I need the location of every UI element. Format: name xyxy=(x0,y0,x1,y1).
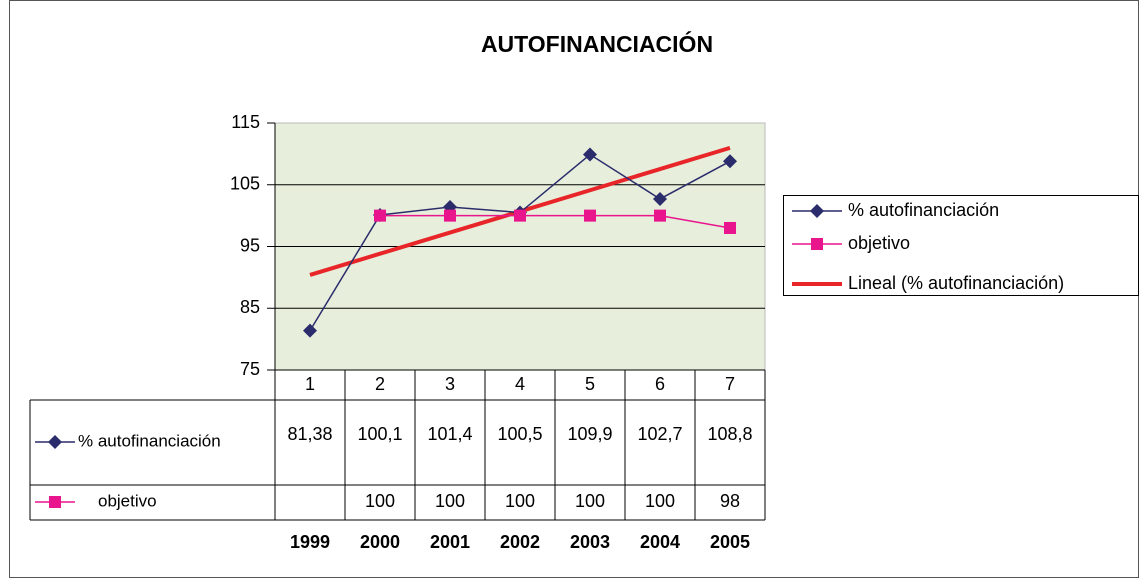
x-tick-label: 4 xyxy=(515,374,525,394)
table-value: 102,7 xyxy=(637,424,682,444)
y-tick-label: 115 xyxy=(231,112,260,132)
marker xyxy=(374,209,386,222)
series-line xyxy=(380,214,731,229)
table-value: 108,8 xyxy=(707,424,752,444)
table-value: 81,38 xyxy=(287,424,332,444)
legend-label: % autofinanciación xyxy=(848,200,999,220)
marker xyxy=(654,209,666,222)
x-tick-label: 7 xyxy=(725,374,735,394)
marker xyxy=(724,221,736,234)
table-value: 100 xyxy=(505,491,535,511)
marker xyxy=(514,209,526,222)
y-tick-label: 85 xyxy=(240,297,260,317)
marker xyxy=(444,209,456,222)
legend-box xyxy=(783,195,1139,296)
year-label: 2004 xyxy=(640,532,680,552)
x-tick-label: 5 xyxy=(585,374,595,394)
table-value: 100 xyxy=(645,491,675,511)
year-label: 2005 xyxy=(710,532,750,552)
table-value: 109,9 xyxy=(567,424,612,444)
x-tick-label: 6 xyxy=(655,374,665,394)
table-value: 100 xyxy=(365,491,395,511)
table-row-label: % autofinanciación xyxy=(78,431,221,450)
y-tick-label: 105 xyxy=(230,174,260,194)
table-value: 98 xyxy=(720,491,740,511)
year-label: 2002 xyxy=(500,532,540,552)
year-label: 2003 xyxy=(570,532,610,552)
table-value: 100 xyxy=(435,491,465,511)
marker xyxy=(303,323,317,338)
y-tick-label: 75 xyxy=(240,359,260,379)
y-tick-label: 95 xyxy=(240,235,260,255)
marker xyxy=(583,147,597,162)
table-value: 100 xyxy=(575,491,605,511)
legend-label: objetivo xyxy=(848,233,910,253)
marker xyxy=(810,204,824,218)
x-tick-label: 2 xyxy=(375,374,385,394)
marker xyxy=(584,209,596,222)
table-value: 100,1 xyxy=(357,424,402,444)
x-tick-label: 3 xyxy=(445,374,455,394)
marker xyxy=(653,191,667,206)
marker xyxy=(48,435,62,449)
marker xyxy=(811,238,823,250)
year-label: 2000 xyxy=(360,532,400,552)
marker xyxy=(49,496,61,508)
legend-label: Lineal (% autofinanciación) xyxy=(848,273,1064,293)
year-label: 2001 xyxy=(430,532,470,552)
chart-title: AUTOFINANCIACIÓN xyxy=(481,30,713,57)
table-value: 100,5 xyxy=(497,424,542,444)
marker xyxy=(723,154,737,169)
table-value: 101,4 xyxy=(427,424,472,444)
x-tick-label: 1 xyxy=(305,374,315,394)
year-label: 1999 xyxy=(290,532,330,552)
table-row-label: objetivo xyxy=(98,491,157,510)
